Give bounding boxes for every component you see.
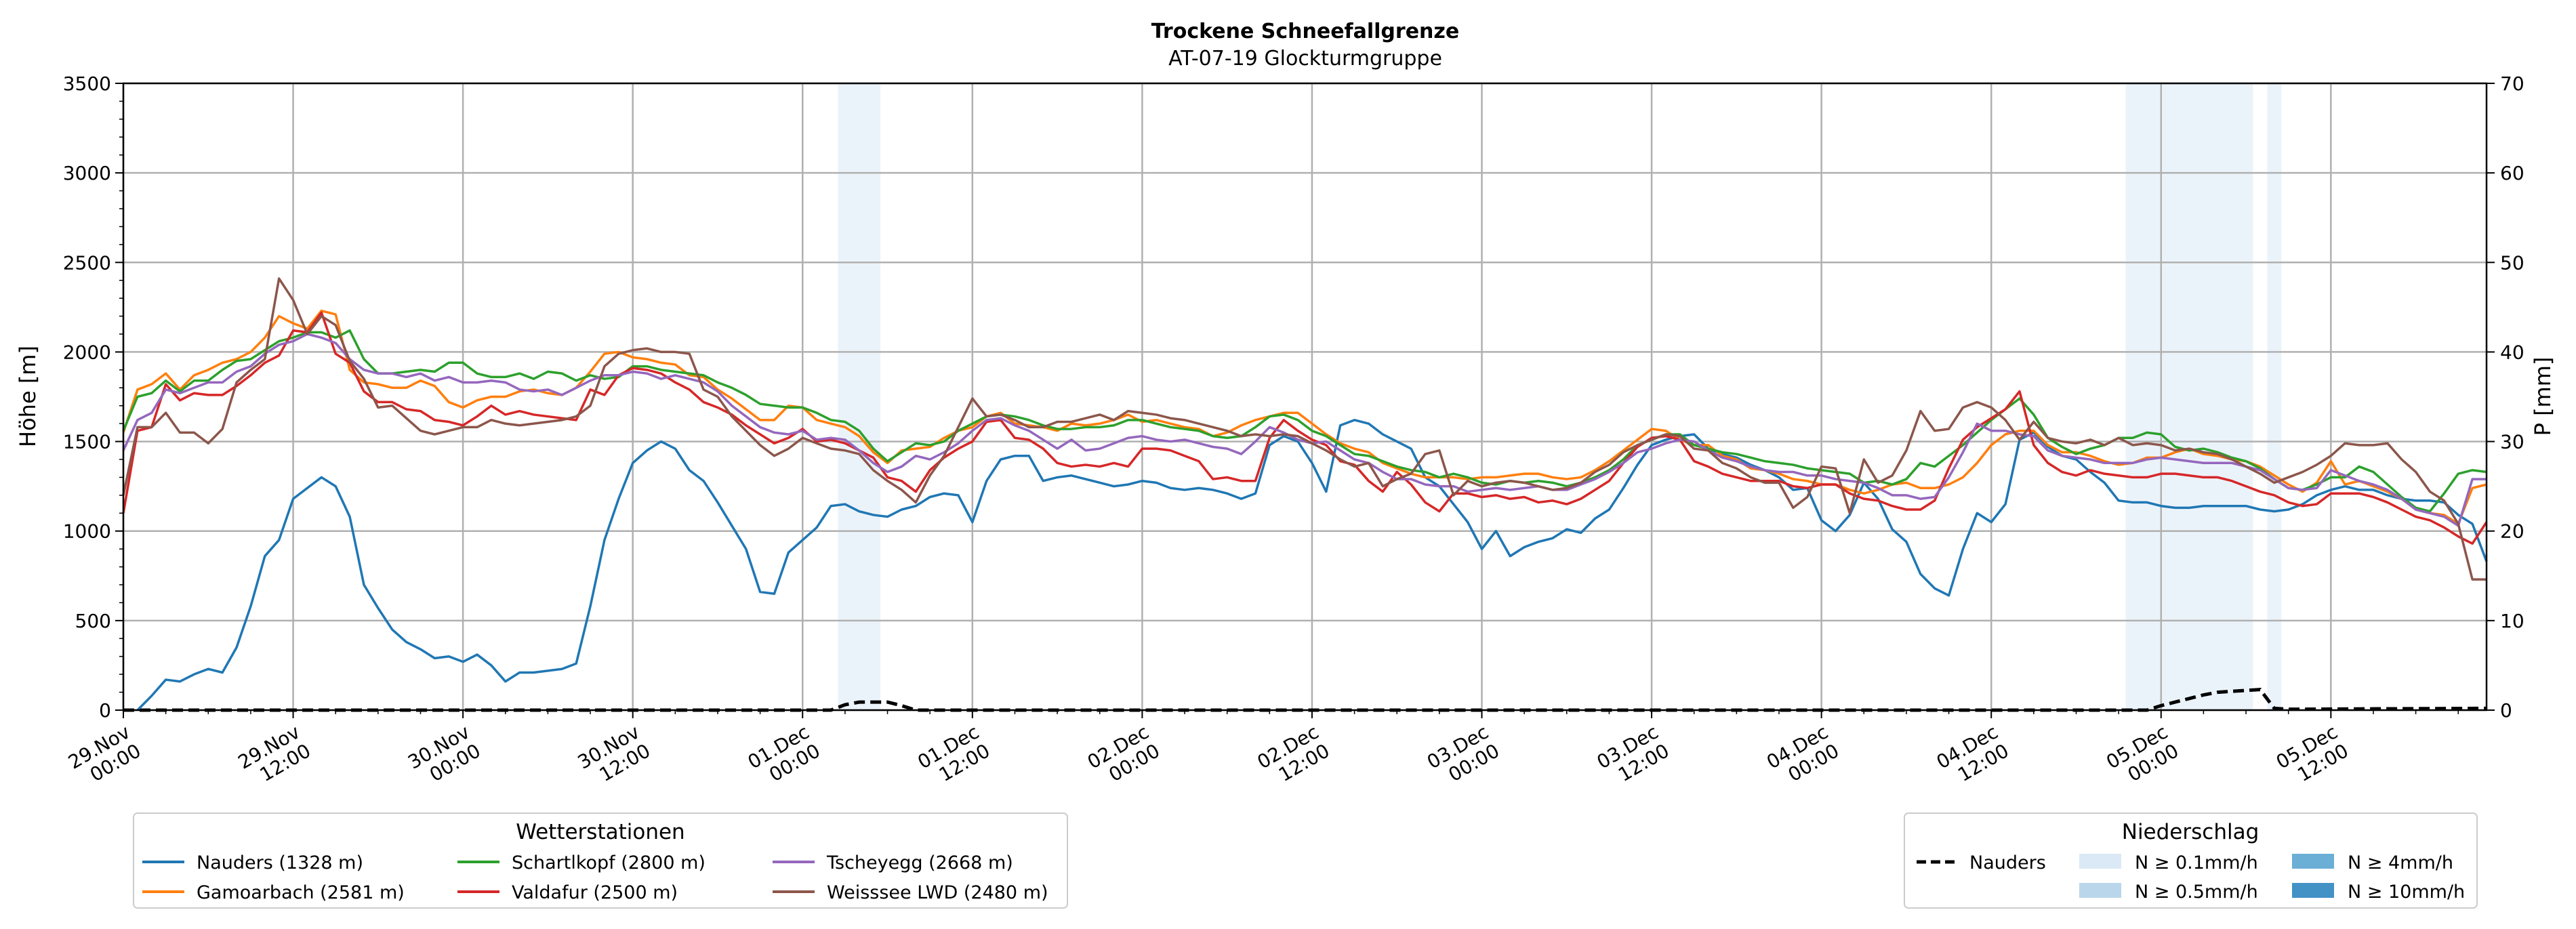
- legend-precip: Niederschlag Nauders N ≥ 0.1mm/h N ≥ 0.5…: [1904, 812, 2478, 909]
- series-lines: [122, 277, 2488, 711]
- y2-tick-label: 40: [2500, 341, 2524, 363]
- legend-precip-label: N ≥ 0.1mm/h: [2135, 852, 2258, 873]
- legend-precip-title: Niederschlag: [2122, 820, 2260, 844]
- y2-tick-label: 10: [2500, 610, 2524, 632]
- legend-station-label: Schartlkopf (2800 m): [512, 852, 706, 873]
- legend-station-label: Nauders (1328 m): [197, 852, 363, 873]
- legend-station-label: Weisssee LWD (2480 m): [827, 882, 1048, 903]
- y2-tick-label: 70: [2500, 73, 2524, 95]
- legend-precip-swatch: [2079, 854, 2121, 869]
- y2-tick-label: 50: [2500, 251, 2524, 274]
- legend-precip-line-label: Nauders: [1969, 852, 2046, 873]
- precip-bands: [838, 83, 2282, 710]
- y2-tick-label: 60: [2500, 162, 2524, 184]
- legend-stations: Wetterstationen Nauders (1328 m) Gamoarba…: [133, 812, 1068, 909]
- y-tick-label: 3000: [63, 162, 111, 184]
- legend-precip-swatch: [2292, 854, 2334, 869]
- series-line-3: [122, 329, 2487, 513]
- y-tick-label: 2500: [63, 251, 111, 274]
- legend-precip-label: N ≥ 10mm/h: [2348, 882, 2465, 903]
- plot-frame: [122, 82, 2488, 711]
- legend-precip-label: N ≥ 4mm/h: [2348, 852, 2453, 873]
- y-tick-label: 500: [75, 610, 111, 632]
- legend-station-label: Valdafur (2500 m): [512, 882, 678, 903]
- legend-stations-title: Wetterstationen: [516, 820, 684, 844]
- legend-station-label: Gamoarbach (2581 m): [197, 882, 405, 903]
- y-tick-label: 2000: [63, 341, 111, 363]
- precip-line-layer: [123, 688, 2487, 712]
- y2-tick-label: 30: [2500, 431, 2524, 453]
- precip-band: [838, 83, 881, 710]
- series-line-4: [122, 311, 2488, 545]
- legend-precip-swatch: [2079, 883, 2121, 898]
- legend-precip-label: N ≥ 0.5mm/h: [2135, 882, 2258, 903]
- legend-station-label: Tscheyegg (2668 m): [826, 852, 1013, 873]
- y-tick-label: 1000: [63, 520, 111, 543]
- y2-tick-label: 0: [2500, 699, 2512, 722]
- chart-title: Trockene Schneefallgrenze: [1151, 20, 1459, 43]
- series-line-5: [122, 333, 2487, 527]
- series-line-2: [122, 309, 2487, 525]
- legend-stations-frame: [133, 812, 1068, 909]
- y-tick-label: 1500: [63, 431, 111, 453]
- series-line-6: [122, 277, 2487, 581]
- y2-tick-label: 20: [2500, 520, 2524, 543]
- precip-band: [2168, 83, 2253, 710]
- y-axis-right: 0 10 20 30 40 50 60 70: [2487, 73, 2524, 722]
- series-line-1: [136, 419, 2488, 711]
- precip-line-nauders: [123, 688, 2487, 712]
- precip-band: [2267, 83, 2282, 710]
- y-tick-label: 0: [99, 699, 111, 722]
- y2-axis-label: P [mm]: [2530, 357, 2556, 436]
- chart-subtitle: AT-07-19 Glockturmgruppe: [1168, 47, 1442, 70]
- y-tick-label: 3500: [63, 73, 111, 95]
- legend-precip-swatch: [2292, 883, 2334, 898]
- y-axis-label: Höhe [m]: [15, 346, 41, 447]
- y-axis-left: 0 500 1000 1500 2000 2500 3000 3500: [63, 73, 123, 722]
